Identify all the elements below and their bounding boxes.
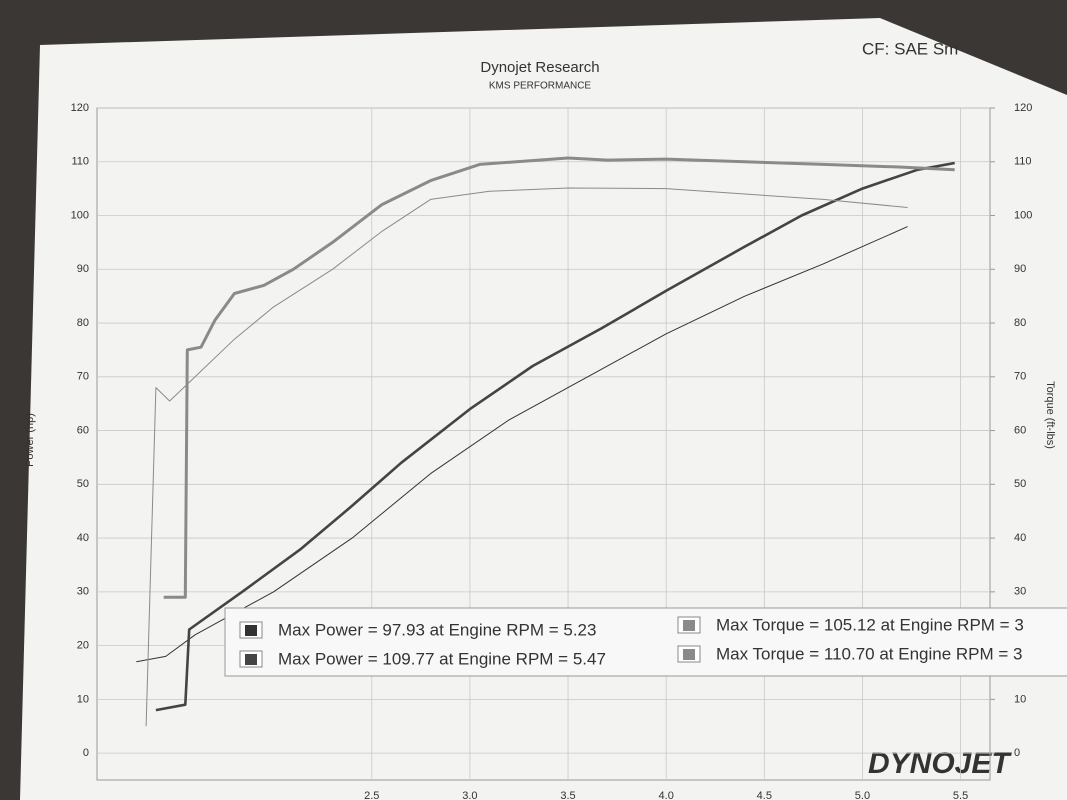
y-tick-label: 30 (77, 586, 89, 598)
x-tick-label: 5.0 (855, 790, 870, 800)
legend: Max Power = 97.93 at Engine RPM = 5.23 Ma… (224, 607, 1067, 677)
y-tick-label: 90 (77, 263, 89, 275)
legend-swatch (245, 625, 257, 636)
series-line (136, 226, 908, 663)
legend-label: Max Torque = 105.12 at Engine RPM = 3 (716, 615, 1024, 634)
y2-tick-label: 120 (1014, 102, 1032, 114)
x-tick-label: 4.5 (757, 790, 772, 800)
y-tick-label: 60 (77, 424, 89, 436)
legend-box (224, 607, 1067, 677)
legend-swatch (245, 654, 257, 665)
chart-title: Dynojet Research (480, 59, 599, 76)
y2-axis-label: Torque (ft-lbs) (1044, 381, 1056, 449)
y-tick-label: 80 (77, 317, 89, 329)
legend-label: Max Power = 109.77 at Engine RPM = 5.47 (278, 649, 606, 668)
legend-swatch (683, 649, 695, 660)
legend-swatch (683, 620, 695, 631)
x-tick-label: 4.0 (659, 790, 674, 800)
paper (20, 18, 1067, 800)
x-tick-label: 2.5 (364, 790, 379, 800)
legend-label: Max Power = 97.93 at Engine RPM = 5.23 (278, 620, 596, 639)
series-line (163, 156, 955, 599)
header-note: CF: SAE Sm (862, 39, 958, 58)
y-tick-label: 100 (71, 209, 89, 221)
y-tick-label: 70 (77, 371, 89, 383)
y-tick-label: 0 (83, 747, 89, 759)
y2-tick-label: 0 (1014, 747, 1020, 759)
y-tick-label: 120 (71, 102, 89, 114)
legend-label: Max Torque = 110.70 at Engine RPM = 3 (716, 644, 1023, 663)
series-line (155, 161, 955, 712)
y2-tick-label: 70 (1014, 371, 1026, 383)
logo: DYNOJET (868, 747, 1012, 780)
x-tick-label: 3.5 (560, 790, 575, 800)
y-axis-label: Power (hp) (24, 413, 36, 467)
y2-tick-label: 10 (1014, 693, 1026, 705)
x-tick-label: 5.5 (953, 790, 968, 800)
y-tick-label: 20 (77, 640, 89, 652)
y-tick-label: 50 (77, 478, 89, 490)
y2-tick-label: 90 (1014, 263, 1026, 275)
chart-subtitle: KMS PERFORMANCE (489, 81, 592, 92)
y2-tick-label: 110 (1014, 156, 1032, 168)
y2-tick-label: 40 (1014, 532, 1026, 544)
y2-tick-label: 60 (1014, 424, 1026, 436)
y-tick-label: 40 (77, 532, 89, 544)
y2-tick-label: 100 (1014, 209, 1032, 221)
y-tick-label: 110 (71, 156, 89, 168)
y2-tick-label: 50 (1014, 478, 1026, 490)
series-line (145, 187, 908, 727)
x-tick-label: 3.0 (462, 790, 477, 800)
y-tick-label: 10 (77, 693, 89, 705)
y2-tick-label: 80 (1014, 317, 1026, 329)
y2-tick-label: 30 (1014, 586, 1026, 598)
